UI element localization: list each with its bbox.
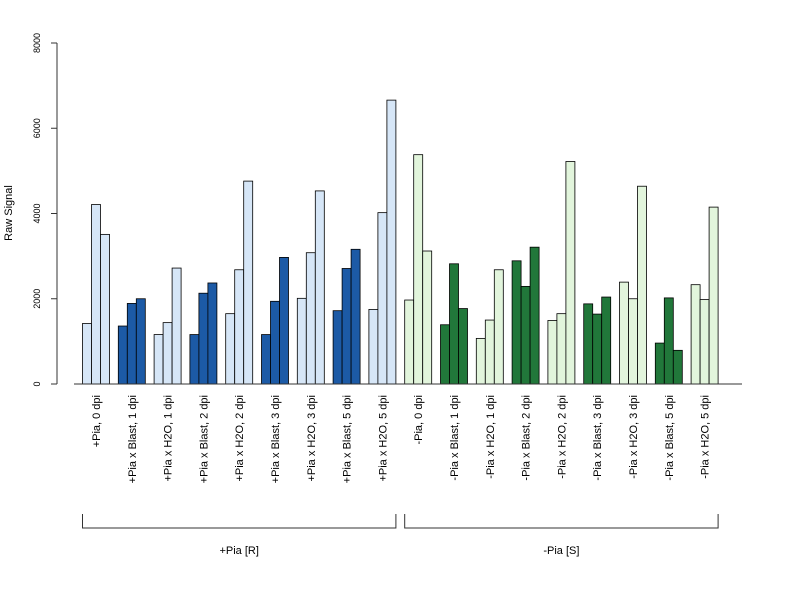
bar: [529, 246, 540, 385]
category-label: +Pia x H2O, 2 dpi: [234, 395, 246, 482]
bar: [565, 161, 576, 385]
bar: [296, 297, 307, 385]
group-label: -Pia [S]: [543, 545, 579, 557]
bar: [601, 296, 612, 385]
bar: [547, 320, 558, 385]
category-label: -Pia x H2O, 5 dpi: [700, 395, 712, 479]
category-label: +Pia x H2O, 3 dpi: [306, 395, 318, 482]
bar: [135, 298, 146, 385]
category-label: +Pia x H2O, 5 dpi: [377, 395, 389, 482]
category-label: -Pia x H2O, 1 dpi: [485, 395, 497, 479]
bar: [592, 313, 603, 385]
bar: [422, 250, 433, 385]
bar: [332, 310, 343, 385]
y-axis: 0 2000 4000 6000 8000: [32, 33, 58, 387]
bar: [556, 313, 567, 385]
bar: [511, 260, 522, 385]
group-label: +Pia [R]: [219, 545, 258, 557]
category-label: -Pia x Blast, 5 dpi: [664, 395, 676, 481]
category-label: +Pia x Blast, 5 dpi: [342, 395, 354, 483]
bar: [583, 303, 594, 385]
bar: [663, 297, 674, 385]
bars: [82, 99, 719, 385]
bar: [654, 342, 665, 385]
bar: [520, 285, 531, 385]
bar: [126, 303, 137, 385]
bar: [493, 269, 504, 385]
bar: [475, 337, 486, 385]
bar: [279, 257, 289, 385]
group-bracket: [404, 514, 719, 529]
bar: [368, 309, 379, 385]
bar: [672, 349, 683, 385]
bar: [153, 334, 164, 385]
category-label: -Pia x Blast, 1 dpi: [449, 395, 461, 481]
bar: [243, 180, 254, 385]
y-axis-title: Raw Signal: [3, 185, 15, 241]
y-tick-label: 8000: [32, 33, 42, 53]
bar: [628, 298, 638, 385]
bar: [171, 267, 182, 385]
bar: [699, 299, 710, 385]
group-bracket: [82, 514, 397, 529]
y-tick-label: 4000: [32, 203, 42, 223]
bar: [189, 334, 200, 385]
category-label: +Pia x Blast, 2 dpi: [198, 395, 210, 483]
category-label: -Pia x Blast, 3 dpi: [592, 395, 604, 481]
bar: [708, 206, 719, 385]
bar: [413, 154, 424, 385]
category-label: +Pia x H2O, 1 dpi: [163, 395, 175, 482]
bar: [619, 281, 629, 385]
bar: [404, 299, 415, 385]
category-label: -Pia x Blast, 2 dpi: [521, 395, 533, 481]
category-labels: +Pia, 0 dpi +Pia x Blast, 1 dpi +Pia x H2O…: [91, 395, 712, 483]
category-label: -Pia x H2O, 3 dpi: [628, 395, 640, 479]
bar: [690, 284, 701, 385]
category-label: +Pia x Blast, 3 dpi: [270, 395, 282, 483]
bar: [100, 233, 110, 385]
bar: [314, 190, 325, 385]
bar: [117, 325, 128, 385]
category-label: -Pia x H2O, 2 dpi: [556, 395, 568, 479]
bar: [484, 319, 495, 385]
bar: [234, 269, 245, 385]
bar: [198, 292, 209, 385]
category-label: -Pia, 0 dpi: [413, 395, 425, 445]
bar: [377, 212, 388, 385]
bar: [350, 248, 361, 385]
bar: [162, 322, 173, 385]
bar: [458, 308, 468, 385]
bar: [225, 313, 236, 385]
bar: [207, 282, 218, 385]
bar: [261, 334, 271, 385]
bar: [637, 185, 647, 385]
bar: [305, 252, 316, 385]
bar: [82, 323, 92, 385]
y-tick-label: 6000: [32, 118, 42, 138]
y-tick-label: 0: [32, 381, 42, 386]
category-label: +Pia, 0 dpi: [91, 395, 103, 447]
bar: [386, 99, 397, 385]
y-tick-label: 2000: [32, 289, 42, 309]
bar: [341, 268, 352, 385]
bar: [270, 300, 280, 385]
group-brackets: +Pia [R] -Pia [S]: [82, 514, 719, 557]
bar: [449, 263, 459, 385]
category-label: +Pia x Blast, 1 dpi: [127, 395, 139, 483]
bar: [91, 204, 101, 385]
bar: [440, 324, 450, 385]
